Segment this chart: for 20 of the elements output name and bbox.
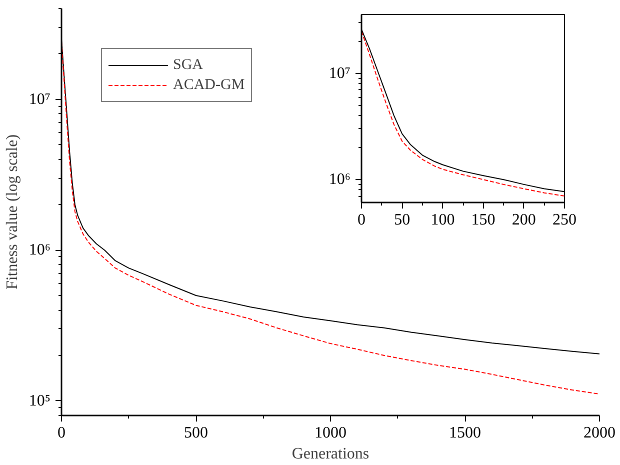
x-tick-label: 150 xyxy=(471,212,496,228)
x-tick-label: 200 xyxy=(512,212,536,228)
y-tick-label: 10⁵ xyxy=(28,392,50,410)
y-tick-label: 10⁶ xyxy=(328,171,350,188)
y-axis-title: Fitness value (log scale) xyxy=(4,134,21,290)
x-tick-label: 0 xyxy=(358,212,366,228)
x-tick-label: 1000 xyxy=(314,424,346,442)
x-tick-label: 2000 xyxy=(584,424,616,442)
x-axis-title: Generations xyxy=(292,446,370,462)
x-tick-label: 100 xyxy=(430,212,455,228)
x-tick-label: 500 xyxy=(184,424,208,442)
x-tick-label: 250 xyxy=(552,212,576,228)
x-tick-label: 0 xyxy=(58,424,66,442)
legend-label: ACAD-GM xyxy=(173,76,245,94)
x-tick-label: 1500 xyxy=(449,424,481,442)
y-tick-label: 10⁶ xyxy=(28,242,50,259)
x-tick-label: 50 xyxy=(394,212,410,228)
legend-label: SGA xyxy=(173,56,204,74)
y-tick-label: 10⁷ xyxy=(328,65,350,82)
y-tick-label: 10⁷ xyxy=(28,90,50,108)
